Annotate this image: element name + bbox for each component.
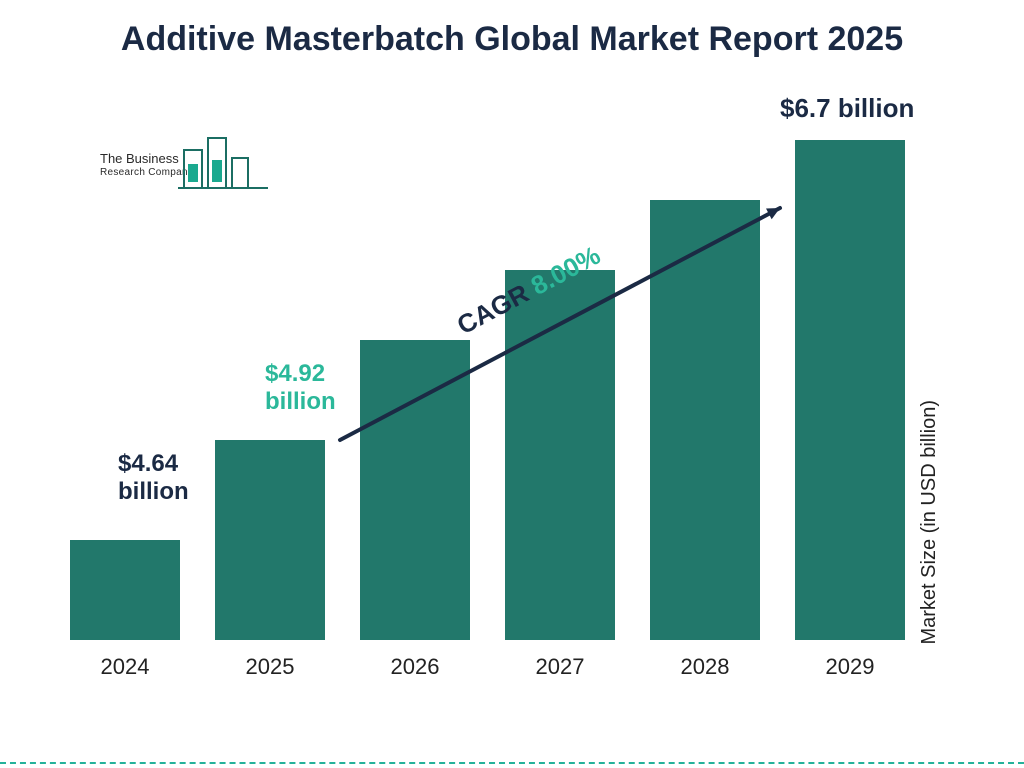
growth-arrow-icon (60, 100, 950, 700)
y-axis-label: Market Size (in USD billion) (919, 400, 942, 645)
footer-divider (0, 762, 1024, 764)
chart-title: Additive Masterbatch Global Market Repor… (0, 18, 1024, 61)
bar-chart: 202420252026202720282029$4.64billion$4.9… (60, 100, 950, 700)
